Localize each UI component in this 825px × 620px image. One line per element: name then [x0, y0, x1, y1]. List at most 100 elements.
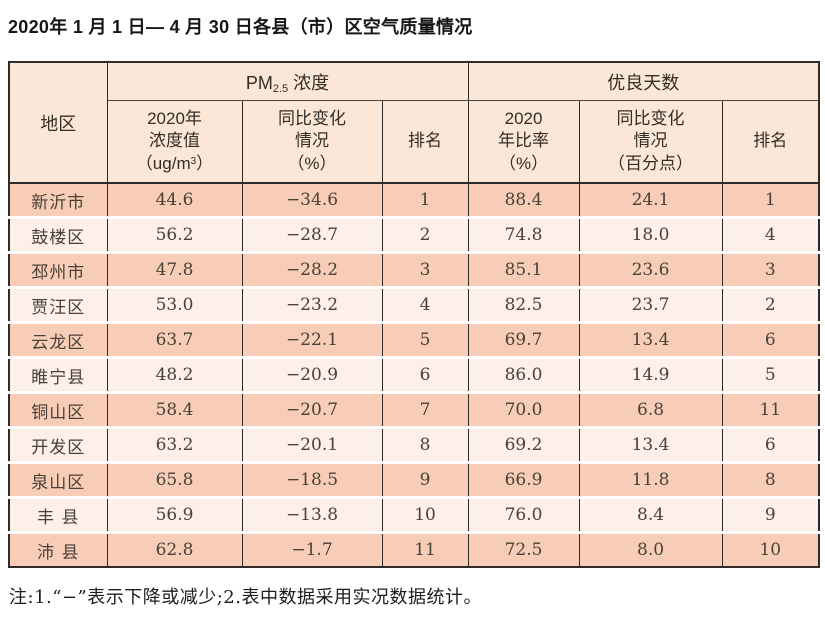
column-header-good-rate: 2020 年比率 （%） [468, 100, 580, 184]
table-row: 铜山区 58.4 −20.7 7 70.0 6.8 11 [9, 392, 820, 429]
m3-superscript: 3 [190, 155, 197, 167]
region-cell: 新沂市 [9, 183, 108, 219]
good-rate-cell: 88.4 [468, 183, 580, 219]
pm-rank-cell: 4 [382, 287, 469, 324]
pm-value-unit-close: ） [196, 153, 214, 173]
pm-change-cell: −34.6 [242, 183, 383, 219]
table-row: 沛 县 62.8 −1.7 11 72.5 8.0 10 [9, 532, 820, 567]
region-cell: 泉山区 [9, 462, 108, 499]
good-rate-cell: 69.2 [468, 427, 580, 464]
table-header: 地区 PM2.5 浓度 优良天数 2020年 浓度值 （ug/m3） 同比变化 … [9, 62, 820, 184]
page-title: 2020年 1 月 1 日— 4 月 30 日各县（市）区空气质量情况 [8, 17, 473, 37]
pm-value-cell: 47.8 [107, 252, 243, 289]
pm-value-unit: （ug/m [135, 153, 191, 173]
region-cell: 邳州市 [9, 252, 108, 289]
column-header-region: 地区 [9, 62, 108, 184]
good-rank-cell: 3 [722, 252, 820, 289]
pm-value-cell: 65.8 [107, 462, 243, 499]
pm-rank-cell: 5 [382, 322, 469, 359]
pm-change-cell: −18.5 [242, 462, 383, 499]
good-change-cell: 13.4 [579, 322, 723, 359]
pm-value-cell: 62.8 [107, 532, 243, 567]
good-rank-cell: 5 [722, 357, 820, 394]
pm-change-cell: −23.2 [242, 287, 383, 324]
air-quality-table: 地区 PM2.5 浓度 优良天数 2020年 浓度值 （ug/m3） 同比变化 … [8, 61, 821, 568]
pm-change-cell: −20.7 [242, 392, 383, 429]
pm-rank-cell: 10 [382, 497, 469, 534]
good-change-line2: 情况 [633, 131, 668, 151]
pm-value-cell: 44.6 [107, 183, 243, 219]
column-header-pm-value: 2020年 浓度值 （ug/m3） [107, 100, 243, 184]
group-header-good-days: 优良天数 [468, 62, 820, 101]
good-rank-cell: 11 [722, 392, 820, 429]
good-rate-unit: （%） [498, 153, 549, 173]
good-change-cell: 14.9 [579, 357, 723, 394]
good-rate-cell: 85.1 [468, 252, 580, 289]
pm-value-cell: 58.4 [107, 392, 243, 429]
good-change-cell: 11.8 [579, 462, 723, 499]
pm-value-cell: 53.0 [107, 287, 243, 324]
pm-rank-cell: 7 [382, 392, 469, 429]
good-change-cell: 23.6 [579, 252, 723, 289]
good-rate-cell: 69.7 [468, 322, 580, 359]
column-header-pm-rank: 排名 [382, 100, 469, 184]
pm-suffix: 浓度 [288, 72, 330, 93]
table-row: 邳州市 47.8 −28.2 3 85.1 23.6 3 [9, 252, 820, 289]
pm-change-unit: （%） [287, 153, 337, 173]
good-rank-cell: 1 [722, 183, 820, 219]
good-rate-cell: 66.9 [468, 462, 580, 499]
table-row: 开发区 63.2 −20.1 8 69.2 13.4 6 [9, 427, 820, 464]
pm-value-line2: 浓度值 [149, 131, 200, 151]
good-rank-cell: 10 [722, 532, 820, 567]
good-change-cell: 13.4 [579, 427, 723, 464]
good-change-line1: 同比变化 [616, 108, 685, 128]
table-row: 鼓楼区 56.2 −28.7 2 74.8 18.0 4 [9, 217, 820, 254]
good-rate-cell: 76.0 [468, 497, 580, 534]
good-change-cell: 8.4 [579, 497, 723, 534]
footnote: 注:1.“−”表示下降或减少;2.表中数据采用实况数据统计。 [9, 587, 482, 608]
region-cell: 贾汪区 [9, 287, 108, 324]
good-rank-cell: 8 [722, 462, 820, 499]
pm-label: PM [245, 72, 273, 93]
pm-change-cell: −28.2 [242, 252, 383, 289]
pm-rank-cell: 1 [382, 183, 469, 219]
region-cell: 沛 县 [9, 532, 108, 567]
pm-change-line2: 情况 [295, 131, 329, 151]
good-rate-cell: 74.8 [468, 217, 580, 254]
table-row: 贾汪区 53.0 −23.2 4 82.5 23.7 2 [9, 287, 820, 324]
pm-subscript: 2.5 [272, 82, 289, 95]
column-header-pm-change: 同比变化 情况 （%） [242, 100, 383, 184]
region-cell: 鼓楼区 [9, 217, 108, 254]
pm-value-cell: 56.2 [107, 217, 243, 254]
pm-change-cell: −1.7 [242, 532, 383, 567]
group-header-pm25: PM2.5 浓度 [107, 62, 469, 101]
table-row: 泉山区 65.8 −18.5 9 66.9 11.8 8 [9, 462, 820, 499]
region-cell: 睢宁县 [9, 357, 108, 394]
good-rank-cell: 9 [722, 497, 820, 534]
pm-change-cell: −28.7 [242, 217, 383, 254]
good-rank-cell: 6 [722, 427, 820, 464]
column-header-good-rank: 排名 [722, 100, 820, 184]
pm-rank-cell: 3 [382, 252, 469, 289]
pm-change-cell: −22.1 [242, 322, 383, 359]
pm-value-cell: 48.2 [107, 357, 243, 394]
region-cell: 开发区 [9, 427, 108, 464]
good-rank-cell: 4 [722, 217, 820, 254]
good-change-cell: 8.0 [579, 532, 723, 567]
good-change-cell: 24.1 [579, 183, 723, 219]
pm-rank-cell: 6 [382, 357, 469, 394]
pm-change-cell: −13.8 [242, 497, 383, 534]
good-change-cell: 23.7 [579, 287, 723, 324]
table-row: 云龙区 63.7 −22.1 5 69.7 13.4 6 [9, 322, 820, 359]
table-row: 睢宁县 48.2 −20.9 6 86.0 14.9 5 [9, 357, 820, 394]
good-rate-cell: 72.5 [468, 532, 580, 567]
pm-change-line1: 同比变化 [278, 108, 346, 128]
pm-rank-cell: 9 [382, 462, 469, 499]
good-change-cell: 18.0 [579, 217, 723, 254]
good-rate-line1: 2020 [504, 108, 543, 128]
pm-change-cell: −20.1 [242, 427, 383, 464]
region-cell: 丰 县 [9, 497, 108, 534]
good-rank-cell: 6 [722, 322, 820, 359]
table-row: 新沂市 44.6 −34.6 1 88.4 24.1 1 [9, 183, 820, 219]
